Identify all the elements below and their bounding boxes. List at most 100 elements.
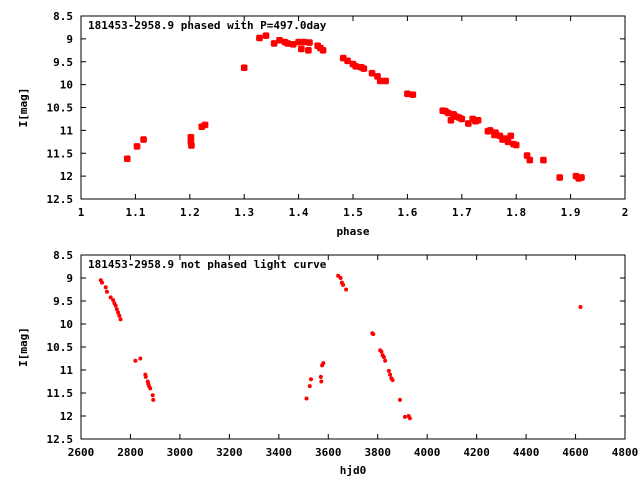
data-point [402,414,407,419]
data-point-core [557,174,563,181]
data-point-core [263,32,269,39]
x-tick-label: 1.7 [452,206,472,219]
y-tick-label: 8.5 [53,10,73,23]
y-tick-label: 10 [60,318,73,331]
data-point [578,304,583,309]
data-point-core [493,129,499,136]
data-point [103,285,108,290]
data-point-core [285,40,291,47]
data-point [117,313,122,318]
data-point [116,310,121,315]
data-point [104,289,109,294]
data-point-core [188,138,194,146]
x-tick-label: 1.6 [397,206,417,219]
data-point [133,358,138,363]
x-tick-label: 2 [622,206,629,219]
y-axis-label: I[mag] [17,327,30,367]
x-tick-label: 4000 [414,446,441,459]
y-tick-label: 9 [66,272,73,285]
x-tick-label: 1 [78,206,85,219]
data-point-core [345,57,351,65]
data-point-core [475,117,481,124]
x-tick-label: 3400 [266,446,293,459]
y-tick-label: 10.5 [47,102,74,115]
data-point-core [277,36,283,44]
data-point-core [524,152,530,159]
data-point [379,349,384,354]
data-point [383,358,388,363]
y-tick-label: 10.5 [47,341,74,354]
data-point [138,356,143,361]
y-tick-label: 11 [60,364,74,377]
data-point-core [377,77,383,85]
x-tick-label: 4200 [463,446,490,459]
x-axis-label: phase [336,225,369,238]
x-tick-label: 2800 [117,446,144,459]
data-point [321,361,326,366]
data-point [108,295,113,300]
y-tick-label: 12.5 [47,433,74,446]
data-point [319,379,324,384]
data-point [151,397,156,402]
x-tick-label: 1.9 [561,206,581,219]
data-point-core [497,132,503,140]
data-point-core [290,41,296,48]
data-point [381,355,386,360]
data-point-core [487,127,493,134]
data-point [390,378,395,383]
data-point [308,377,313,382]
data-point-core [141,136,147,143]
data-point-core [340,54,346,62]
data-point-core [306,39,312,46]
data-point-core [320,47,326,54]
data-point [371,332,376,337]
x-tick-label: 3800 [364,446,391,459]
x-tick-label: 4400 [513,446,540,459]
data-point [386,368,391,373]
x-tick-label: 2600 [68,446,95,459]
data-point [318,374,323,379]
data-point-core [527,156,533,164]
data-point [338,276,343,280]
y-tick-label: 8.5 [53,249,73,262]
data-point [341,282,346,287]
data-point [304,396,309,401]
x-tick-label: 3200 [216,446,243,459]
data-point-core [298,45,304,53]
data-point [143,374,148,379]
x-axis-label: hjd0 [340,464,367,477]
data-point-core [301,38,307,46]
data-point [113,303,118,308]
data-point [150,393,155,398]
data-point-core [188,133,194,141]
data-point-core [513,141,519,149]
x-tick-label: 4600 [562,446,589,459]
data-point [397,397,402,402]
x-tick-label: 1.2 [180,206,200,219]
y-tick-label: 9.5 [53,56,73,69]
data-point [344,287,349,292]
x-tick-label: 1.3 [234,206,254,219]
y-tick-label: 9.5 [53,295,73,308]
x-tick-label: 1.8 [506,206,526,219]
data-point-core [540,156,546,164]
data-point-core [374,73,380,80]
data-point-core [465,120,471,127]
data-point-core [502,135,508,142]
y-tick-label: 12 [60,410,73,423]
data-point-core [256,34,262,42]
x-tick-label: 1.5 [343,206,363,219]
data-point [100,280,105,285]
data-point-core [459,115,465,123]
y-tick-label: 12 [60,170,73,183]
data-point-core [271,40,277,47]
data-point-core [369,69,375,77]
data-point-core [134,143,140,150]
chart-title: 181453-2958.9 not phased light curve [88,258,327,271]
plot-frame [80,15,626,200]
x-tick-label: 1.1 [125,206,145,219]
data-point-core [445,109,451,117]
data-point [114,307,119,312]
data-point-core [383,77,389,85]
data-point-core [505,138,511,146]
